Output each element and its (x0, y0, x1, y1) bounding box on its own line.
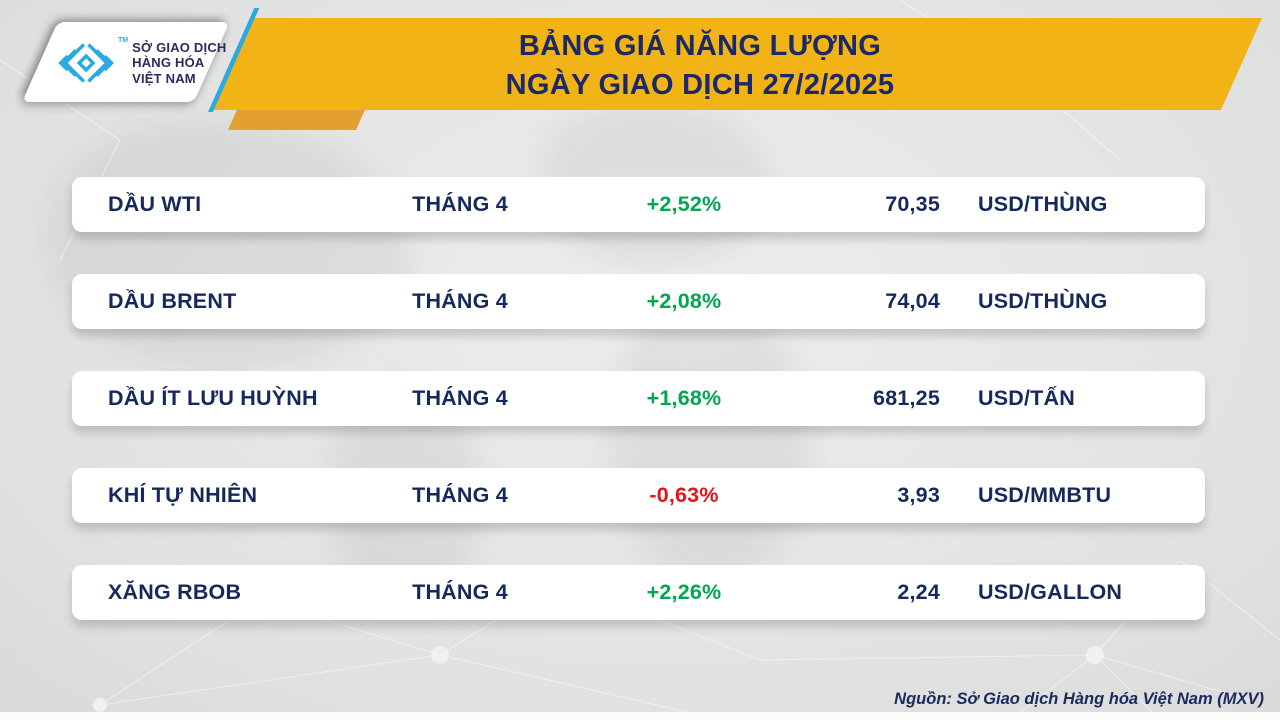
price-value: 70,35 (885, 192, 940, 216)
change-percent: -0,63% (649, 483, 719, 507)
price-unit: USD/GALLON (978, 580, 1123, 604)
commodity-name: DẦU ÍT LƯU HUỲNH (108, 386, 318, 410)
price-value: 681,25 (873, 386, 940, 410)
table-row: DẦU ÍT LƯU HUỲNH THÁNG 4 +1,68% 681,25 U… (72, 371, 1205, 426)
price-value: 3,93 (897, 483, 940, 507)
logo-text-line: SỞ GIAO DỊCH (132, 39, 227, 55)
commodity-name: DẦU WTI (108, 192, 202, 216)
trademark-symbol: TM (118, 37, 129, 44)
contract-month: THÁNG 4 (412, 192, 508, 216)
logo-text: SỞ GIAO DỊCH HÀNG HÓA VIỆT NAM (132, 40, 226, 87)
commodity-name: KHÍ TỰ NHIÊN (108, 483, 258, 507)
logo-text-line: HÀNG HÓA (132, 55, 205, 71)
contract-month: THÁNG 4 (412, 580, 508, 604)
source-credit: Nguồn: Sở Giao dịch Hàng hóa Việt Nam (M… (894, 690, 1264, 708)
change-percent: +1,68% (646, 386, 722, 410)
contract-month: THÁNG 4 (412, 386, 508, 410)
price-unit: USD/MMBTU (978, 483, 1112, 507)
price-value: 74,04 (885, 289, 940, 313)
change-percent: +2,52% (646, 192, 722, 216)
table-row: DẦU WTI THÁNG 4 +2,52% 70,35 USD/THÙNG (72, 177, 1205, 232)
price-unit: USD/TẤN (978, 386, 1075, 410)
change-percent: +2,08% (646, 289, 722, 313)
table-row: KHÍ TỰ NHIÊN THÁNG 4 -0,63% 3,93 USD/MMB… (72, 468, 1205, 523)
bottom-strip (0, 712, 1280, 720)
page-title: BẢNG GIÁ NĂNG LƯỢNG NGÀY GIAO DỊCH 27/2/… (280, 27, 1120, 105)
contract-month: THÁNG 4 (412, 289, 508, 313)
table-row: XĂNG RBOB THÁNG 4 +2,26% 2,24 USD/GALLON (72, 565, 1205, 620)
price-unit: USD/THÙNG (978, 289, 1108, 313)
world-map-watermark (610, 300, 810, 580)
contract-month: THÁNG 4 (412, 483, 508, 507)
page-title-line2: NGÀY GIAO DỊCH 27/2/2025 (505, 69, 895, 101)
page-title-line1: BẢNG GIÁ NĂNG LƯỢNG (518, 30, 882, 62)
logo-text-line: VIỆT NAM (132, 70, 196, 86)
price-value: 2,24 (897, 580, 940, 604)
mxv-logo-icon (58, 43, 114, 83)
commodity-name: XĂNG RBOB (108, 580, 242, 604)
price-unit: USD/THÙNG (978, 192, 1108, 216)
commodity-name: DẦU BRENT (108, 289, 237, 313)
table-row: DẦU BRENT THÁNG 4 +2,08% 74,04 USD/THÙNG (72, 274, 1205, 329)
change-percent: +2,26% (646, 580, 722, 604)
mxv-logo: TM SỞ GIAO DỊCH HÀNG HÓA VIỆT NAM (56, 33, 226, 93)
